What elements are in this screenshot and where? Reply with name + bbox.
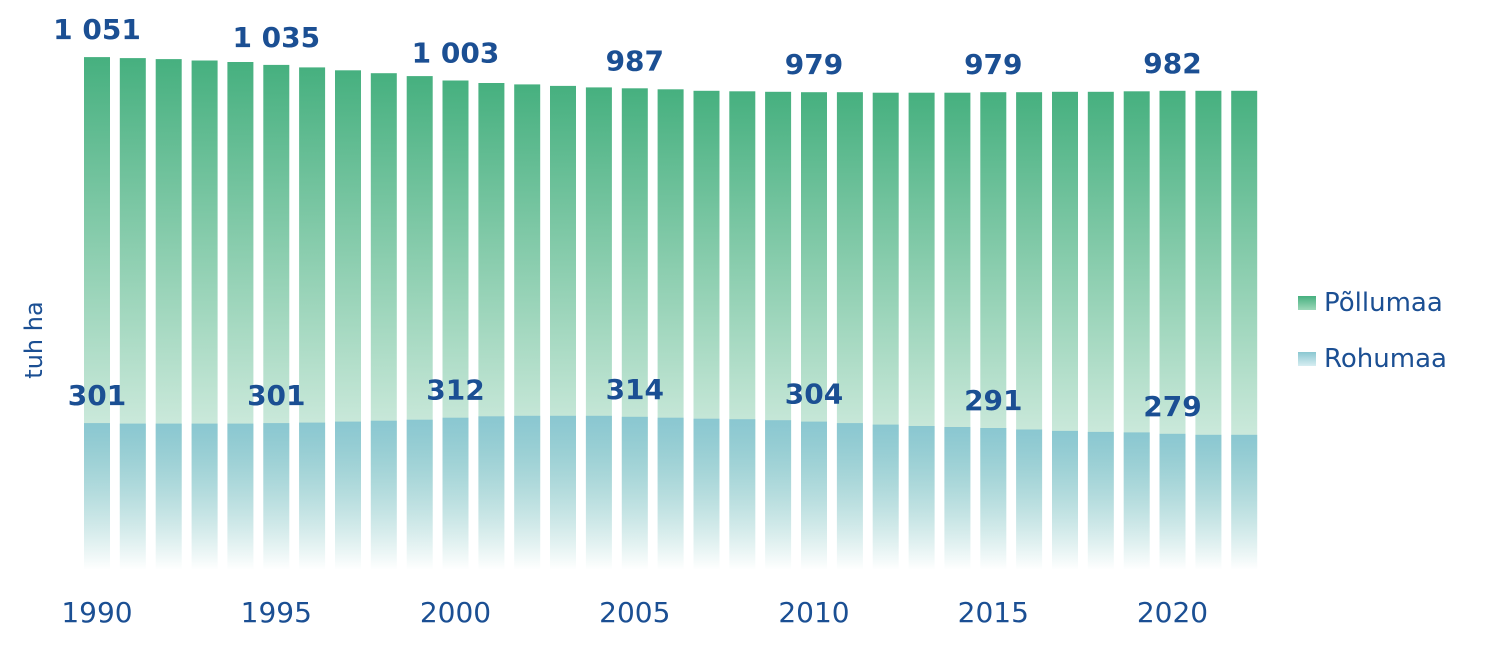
value-label-pollumaa-2000: 1 003 [412,37,500,70]
value-label-pollumaa-1995: 1 035 [232,21,320,54]
bar-rohumaa-2014 [944,427,971,570]
legend-swatch-pollumaa [1298,296,1316,310]
bar-rohumaa-1999 [406,419,433,570]
x-tick-label-2010: 2010 [778,596,849,629]
bar-rohumaa-2002 [514,415,541,570]
bar-rohumaa-1996 [299,422,326,570]
y-axis-label-wrap: tuh ha [14,290,54,390]
value-label-rohumaa-1990: 301 [68,379,126,412]
bar-rohumaa-2020 [1159,433,1186,570]
bar-rohumaa-2004 [585,415,612,570]
value-label-rohumaa-2020: 279 [1143,390,1201,423]
bar-rohumaa-1994 [227,423,254,570]
x-tick-label-2005: 2005 [599,596,670,629]
bar-rohumaa-1990 [84,423,110,570]
bar-rohumaa-2006 [657,417,684,570]
x-tick-label-1995: 1995 [241,596,312,629]
x-tick-label-2000: 2000 [420,596,491,629]
bar-rohumaa-2013 [908,426,935,570]
bar-rohumaa-1993 [191,423,218,570]
legend: Põllumaa Rohumaa [1298,275,1447,387]
y-axis-label: tuh ha [20,301,48,379]
legend-label-rohumaa: Rohumaa [1324,344,1447,374]
x-tick-label-2015: 2015 [958,596,1029,629]
bar-rohumaa-2019 [1123,432,1150,570]
bar-rohumaa-1997 [335,421,361,570]
legend-label-pollumaa: Põllumaa [1324,288,1443,318]
bar-rohumaa-2000 [442,417,469,570]
bar-rohumaa-2012 [872,424,899,570]
value-label-rohumaa-2000: 312 [426,374,484,407]
value-label-pollumaa-2005: 987 [606,44,664,77]
bar-rohumaa-2015 [980,428,1007,570]
bar-rohumaa-1998 [370,420,397,570]
bar-rohumaa-2021 [1195,434,1222,570]
value-label-pollumaa-2010: 979 [785,48,843,81]
bar-rohumaa-2007 [693,418,720,570]
legend-swatch-rohumaa [1298,352,1316,366]
value-label-pollumaa-2020: 982 [1143,47,1201,80]
x-axis-tick-labels: 1990 1995 2000 2005 2010 2015 2020 [61,596,1208,629]
bar-rohumaa-2018 [1087,431,1114,570]
bar-rohumaa-2017 [1052,430,1078,570]
bar-rohumaa-2016 [1016,429,1043,570]
value-label-rohumaa-2015: 291 [964,384,1022,417]
bar-rohumaa-1995 [263,423,290,570]
x-tick-label-2020: 2020 [1137,596,1208,629]
bar-rohumaa-2011 [836,423,863,570]
x-tick-label-1990: 1990 [61,596,132,629]
bar-rohumaa-2009 [765,420,792,570]
bar-rohumaa-1992 [155,423,182,570]
value-label-rohumaa-2005: 314 [606,373,664,406]
bar-rohumaa-1991 [119,423,146,570]
series-rohumaa-bars [84,415,1258,570]
value-label-rohumaa-1995: 301 [247,379,305,412]
bar-rohumaa-2003 [550,415,576,570]
bar-rohumaa-2010 [801,421,827,570]
bar-rohumaa-2022 [1231,434,1258,570]
bar-rohumaa-2001 [478,416,505,570]
legend-item-rohumaa: Rohumaa [1298,331,1447,387]
legend-item-pollumaa: Põllumaa [1298,275,1447,331]
bar-rohumaa-2005 [621,416,648,570]
bar-rohumaa-2008 [729,419,756,570]
value-label-rohumaa-2010: 304 [785,378,843,411]
value-label-pollumaa-2015: 979 [964,48,1022,81]
value-label-pollumaa-1990: 1 051 [53,13,141,46]
value-labels: 1 051 1 035 1 003 987 979 979 982 301 301 312 314 3… [53,13,1202,423]
